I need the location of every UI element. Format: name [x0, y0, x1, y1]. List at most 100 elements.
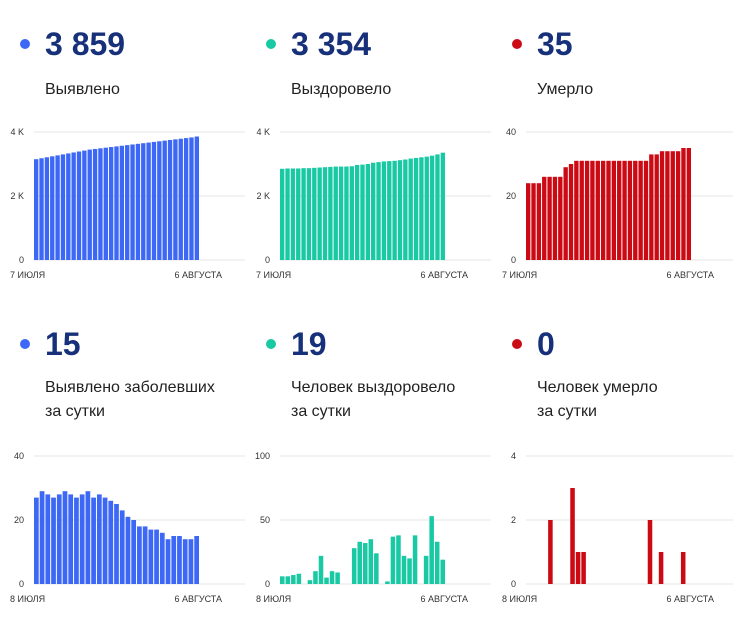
- chart-deaths-total: 0 20 40 7 ИЮЛЯ 6 АВГУСТА: [502, 127, 733, 280]
- bar: [301, 168, 306, 260]
- legend-dot: [20, 339, 30, 349]
- bar: [381, 161, 387, 260]
- bar: [92, 148, 98, 260]
- bar: [440, 152, 445, 260]
- bar: [171, 536, 177, 584]
- bar: [285, 576, 291, 584]
- bar: [401, 555, 407, 584]
- bar: [423, 555, 429, 584]
- y-tick-label: 0: [265, 255, 270, 265]
- bar: [654, 154, 659, 260]
- bar: [357, 541, 362, 584]
- chart-detected-daily: 0 20 40 8 ИЮЛЯ 6 АВГУСТА: [10, 451, 245, 604]
- stat-value: 0: [537, 326, 555, 362]
- panel-recovered-total: 3 354 Выздоровело 0 2 K 4 K 7 ИЮЛЯ 6 АВГУСТА: [246, 0, 491, 300]
- y-tick-label: 2: [511, 515, 516, 525]
- stat-label-line: за сутки: [537, 403, 597, 420]
- y-tick-label: 2 K: [10, 191, 24, 201]
- stat-label: Человек выздоровело за сутки: [291, 376, 455, 424]
- bar: [434, 541, 440, 584]
- stat-value: 19: [291, 326, 327, 362]
- stat-label-line: Человек выздоровело: [291, 379, 456, 396]
- bar: [536, 183, 542, 260]
- bar: [96, 494, 102, 584]
- bar: [125, 145, 130, 260]
- bar: [141, 143, 146, 260]
- bar: [162, 140, 167, 260]
- y-tick-label: 4 K: [10, 127, 24, 137]
- bar: [681, 148, 686, 260]
- x-tick-label-end: 6 АВГУСТА: [174, 270, 222, 280]
- bar: [360, 164, 365, 260]
- y-tick-label: 20: [14, 515, 24, 525]
- y-tick-label: 50: [260, 515, 270, 525]
- bar: [611, 160, 617, 260]
- bar: [627, 160, 633, 260]
- y-tick-label: 40: [14, 451, 24, 461]
- bar: [177, 536, 182, 584]
- bar: [98, 148, 103, 260]
- bar: [397, 160, 403, 260]
- bar: [45, 494, 51, 584]
- bar: [374, 553, 379, 584]
- bar: [135, 143, 141, 260]
- x-tick-label-start: 8 ИЮЛЯ: [502, 594, 537, 604]
- bar: [531, 183, 536, 260]
- bar: [318, 555, 324, 584]
- bar: [328, 166, 333, 260]
- legend-dot: [266, 39, 276, 49]
- bar: [574, 160, 579, 260]
- bar: [173, 139, 178, 260]
- x-tick-label-end: 6 АВГУСТА: [420, 270, 468, 280]
- bar: [82, 150, 87, 260]
- bar: [396, 535, 401, 584]
- bar: [365, 164, 371, 260]
- bar: [182, 539, 188, 584]
- bar: [56, 494, 62, 584]
- x-tick-label-start: 7 ИЮЛЯ: [10, 270, 45, 280]
- chart-recovered-total: 0 2 K 4 K 7 ИЮЛЯ 6 АВГУСТА: [256, 127, 491, 280]
- bar: [633, 160, 638, 260]
- bar: [74, 497, 79, 584]
- bar: [638, 160, 643, 260]
- bar: [579, 160, 584, 260]
- stat-label: Выявлено заболевших за сутки: [45, 376, 215, 424]
- bar: [368, 539, 374, 584]
- bar: [344, 166, 349, 260]
- bar: [622, 160, 627, 260]
- bar: [68, 494, 74, 584]
- bar: [351, 548, 357, 584]
- panel-recovered-daily: 19 Человек выздоровело за сутки 0 50 100 8 …: [246, 300, 491, 604]
- bar: [165, 539, 171, 584]
- bar: [649, 154, 654, 260]
- bar: [87, 149, 92, 260]
- stat-value: 15: [45, 326, 81, 362]
- bar: [290, 168, 296, 260]
- bar: [79, 494, 85, 584]
- bar: [183, 138, 189, 260]
- bar: [103, 147, 108, 260]
- chart-recovered-daily: 0 50 100 8 ИЮЛЯ 6 АВГУСТА: [255, 451, 491, 604]
- stat-label-line: за сутки: [291, 403, 351, 420]
- bar: [686, 148, 691, 260]
- bar: [148, 529, 154, 584]
- stat-label-line: Выявлено заболевших: [45, 379, 215, 396]
- bar: [333, 166, 338, 260]
- bar: [189, 137, 194, 260]
- bar: [296, 168, 301, 260]
- bar: [102, 497, 108, 584]
- x-tick-label-end: 6 АВГУСТА: [420, 594, 468, 604]
- bar: [575, 552, 581, 584]
- bar: [412, 535, 418, 584]
- bar: [392, 160, 397, 260]
- y-tick-label: 2 K: [256, 191, 270, 201]
- bar: [552, 176, 558, 260]
- bar: [680, 552, 686, 584]
- bar: [658, 552, 664, 584]
- y-tick-label: 4 K: [256, 127, 270, 137]
- bar: [291, 575, 296, 584]
- bar: [178, 138, 183, 260]
- bar: [188, 539, 194, 584]
- bar: [76, 151, 82, 260]
